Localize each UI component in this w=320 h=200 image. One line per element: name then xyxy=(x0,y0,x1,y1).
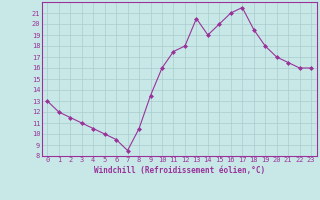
X-axis label: Windchill (Refroidissement éolien,°C): Windchill (Refroidissement éolien,°C) xyxy=(94,166,265,175)
